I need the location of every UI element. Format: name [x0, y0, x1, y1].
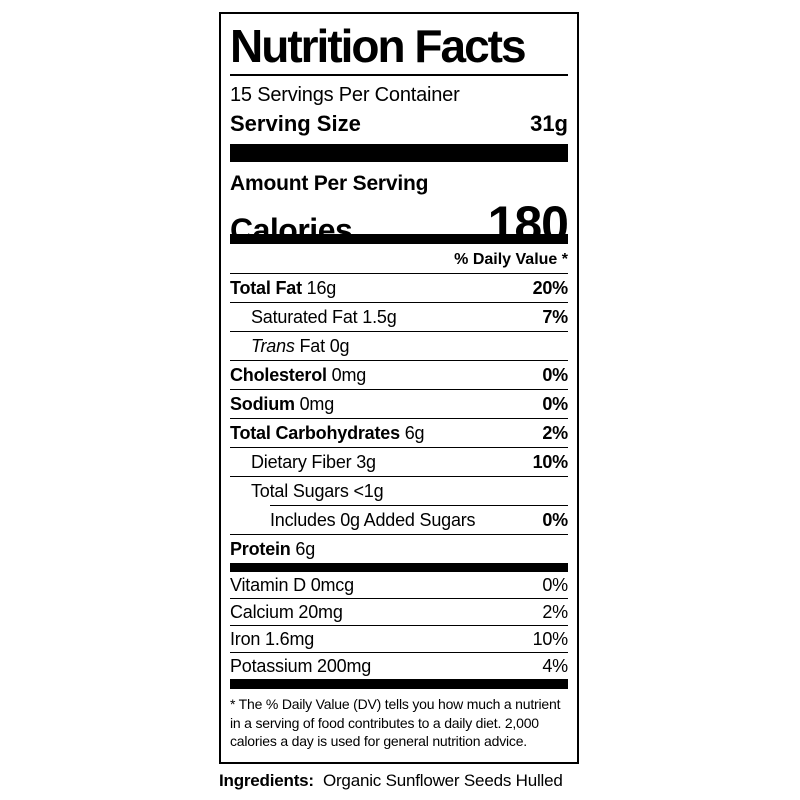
vitamin-rows-section: Vitamin D 0mcg 0% Calcium 20mg 2% Iron 1.6mg…: [230, 572, 568, 680]
nutrient-name: Total Carbohydrates 6g: [230, 423, 425, 443]
daily-value-footnote: * The % Daily Value (DV) tells you how m…: [230, 696, 561, 749]
nutrient-row: Protein 6g: [230, 535, 568, 563]
vitamin-row: Potassium 200mg 4%: [230, 653, 568, 679]
nutrient-row: Saturated Fat 1.5g 7%: [230, 303, 568, 331]
title-divider: [230, 74, 568, 76]
row-separator: [230, 418, 568, 419]
vitamin-row: Vitamin D 0mcg 0%: [230, 572, 568, 598]
nutrient-daily-value: 2%: [542, 423, 568, 443]
ingredients-label: Ingredients:: [219, 771, 314, 790]
nutrient-daily-value: 0%: [542, 394, 568, 414]
nutrient-name: Total Sugars <1g: [251, 481, 384, 501]
nutrient-name: Potassium 200mg: [230, 656, 372, 676]
row-separator: [230, 360, 568, 361]
nutrient-daily-value: 20%: [532, 278, 569, 298]
divider-bar-medium: [230, 563, 568, 572]
nutrient-name: Iron 1.6mg: [230, 629, 315, 649]
nutrient-name: Dietary Fiber 3g: [251, 452, 376, 472]
nutrient-row: Total Sugars <1g: [230, 477, 568, 505]
nutrient-daily-value: 7%: [542, 307, 568, 327]
nutrient-name: Includes 0g Added Sugars: [270, 510, 476, 530]
nutrient-row: Trans Fat 0g: [230, 332, 568, 360]
divider-bar-medium: [230, 234, 568, 244]
vitamin-row: Iron 1.6mg 10%: [230, 626, 568, 652]
row-separator: [230, 598, 568, 599]
divider-bar-thick: [230, 144, 568, 162]
row-separator: [230, 331, 568, 332]
nutrient-row: Sodium 0mg 0%: [230, 390, 568, 418]
nutrient-daily-value: 10%: [532, 452, 569, 472]
nutrient-row: Dietary Fiber 3g 10%: [230, 448, 568, 476]
calories-value: 180: [487, 196, 569, 252]
row-separator: [230, 679, 568, 680]
amount-per-serving-label: Amount Per Serving: [230, 172, 429, 195]
vitamin-row: Calcium 20mg 2%: [230, 599, 568, 625]
row-separator: [230, 302, 568, 303]
nutrient-daily-value: 4%: [542, 656, 568, 676]
ingredients-value: Organic Sunflower Seeds Hulled: [322, 771, 563, 790]
row-separator: [230, 389, 568, 390]
nutrient-daily-value: 0%: [542, 510, 568, 530]
serving-size-row: Serving Size 31g: [230, 109, 568, 138]
row-separator: [270, 505, 568, 506]
row-separator: [230, 534, 568, 535]
nutrient-daily-value: 0%: [542, 365, 568, 385]
nutrient-daily-value: 10%: [532, 629, 569, 649]
row-separator: [230, 447, 568, 448]
nutrient-row: Includes 0g Added Sugars 0%: [230, 506, 568, 534]
nutrient-row: Cholesterol 0mg 0%: [230, 361, 568, 389]
row-separator: [230, 625, 568, 626]
nutrient-name: Total Fat 16g: [230, 278, 337, 298]
nutrient-name: Cholesterol 0mg: [230, 365, 367, 385]
nutrient-name: Vitamin D 0mcg: [230, 575, 354, 595]
nutrient-name: Sodium 0mg: [230, 394, 335, 414]
row-separator: [230, 476, 568, 477]
nutrient-name: Saturated Fat 1.5g: [251, 307, 397, 327]
nutrition-facts-label: Nutrition Facts 15 Servings Per Containe…: [219, 12, 579, 764]
nutrient-name: Trans Fat 0g: [251, 336, 350, 356]
row-separator: [230, 652, 568, 653]
nutrient-row: Total Fat 16g 20%: [230, 274, 568, 302]
nutrient-daily-value: 2%: [542, 602, 568, 622]
serving-size-label: Serving Size: [230, 111, 361, 136]
nutrient-name: Protein 6g: [230, 539, 316, 559]
serving-size-value: 31g: [530, 111, 568, 136]
divider-bar-medium: [230, 680, 568, 689]
calories-label: Calories: [230, 212, 353, 248]
nutrient-row: Total Carbohydrates 6g 2%: [230, 419, 568, 447]
ingredients-line: Ingredients: Organic Sunflower Seeds Hul…: [219, 771, 563, 791]
servings-per-container: 15 Servings Per Container: [230, 84, 460, 106]
daily-value-header: % Daily Value *: [230, 244, 568, 274]
label-title: Nutrition Facts: [230, 20, 527, 72]
nutrient-rows-section: Total Fat 16g 20% Saturated Fat 1.5g 7% Tran…: [230, 274, 568, 563]
nutrient-daily-value: 0%: [542, 575, 568, 595]
nutrient-name: Calcium 20mg: [230, 602, 343, 622]
calories-row: Calories 180: [230, 195, 569, 252]
